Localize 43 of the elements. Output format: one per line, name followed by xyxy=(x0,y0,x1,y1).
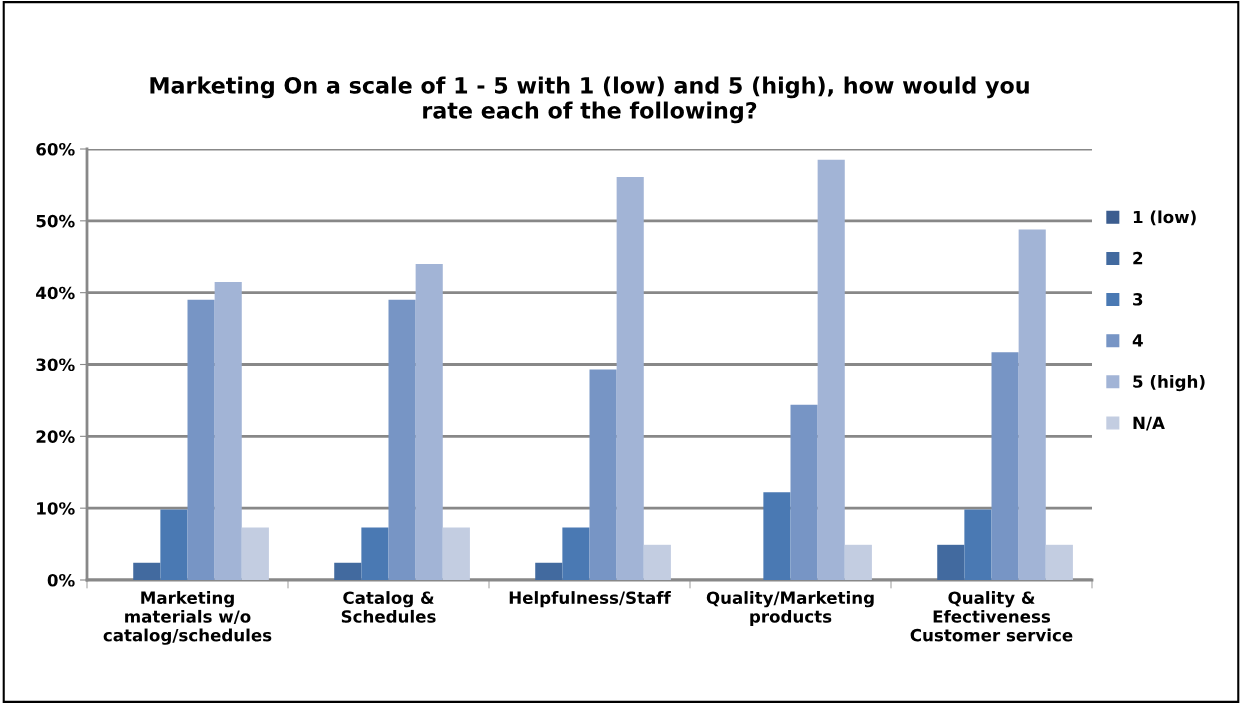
bar xyxy=(589,369,617,580)
legend-label: N/A xyxy=(1133,416,1165,431)
bar xyxy=(334,562,362,580)
bar xyxy=(844,544,872,580)
bar xyxy=(214,281,242,580)
y-tick-label: 0% xyxy=(47,573,75,587)
bar xyxy=(160,509,188,580)
legend-label: 1 (low) xyxy=(1133,210,1196,226)
legend-label: 2 xyxy=(1133,251,1143,265)
y-tick-label: 50% xyxy=(36,214,75,228)
chart-title: Marketing On a scale of 1 - 5 with 1 (low) and 5 (high), how would you rate each of the following? xyxy=(150,76,1029,124)
bar xyxy=(133,562,161,580)
legend-label: 4 xyxy=(1132,334,1143,347)
bar xyxy=(643,544,671,580)
x-tick-label: Quality & Efectiveness Customer service xyxy=(910,591,1073,642)
bar xyxy=(1045,544,1073,580)
x-tick-label: Quality/Marketing products xyxy=(706,591,874,627)
bar xyxy=(388,299,416,580)
y-tick-label: 20% xyxy=(36,430,75,443)
y-tick-label: 30% xyxy=(36,358,75,372)
legend-label: 5 (high) xyxy=(1133,374,1205,392)
bar xyxy=(790,404,818,580)
bar xyxy=(616,177,644,580)
bar xyxy=(535,562,563,580)
y-tick-label: 40% xyxy=(36,286,75,300)
y-tick-label: 60% xyxy=(36,142,75,156)
bar xyxy=(415,263,443,580)
bar xyxy=(241,527,269,580)
bar xyxy=(937,544,965,580)
legend-label: 3 xyxy=(1133,293,1143,306)
x-tick-label: Marketing materials w/o catalog/schedules xyxy=(103,591,272,645)
x-tick-label: Catalog & Schedules xyxy=(341,591,436,623)
bar xyxy=(964,509,992,580)
bar xyxy=(991,352,1019,580)
y-tick-label: 10% xyxy=(37,502,75,515)
bar xyxy=(1018,229,1046,580)
x-tick-label: Helpfulness/Staff xyxy=(509,591,671,608)
bar xyxy=(817,159,845,580)
bar xyxy=(763,492,791,580)
bar xyxy=(361,527,389,580)
bar xyxy=(442,527,470,580)
bar xyxy=(562,527,590,580)
bar xyxy=(187,299,215,580)
